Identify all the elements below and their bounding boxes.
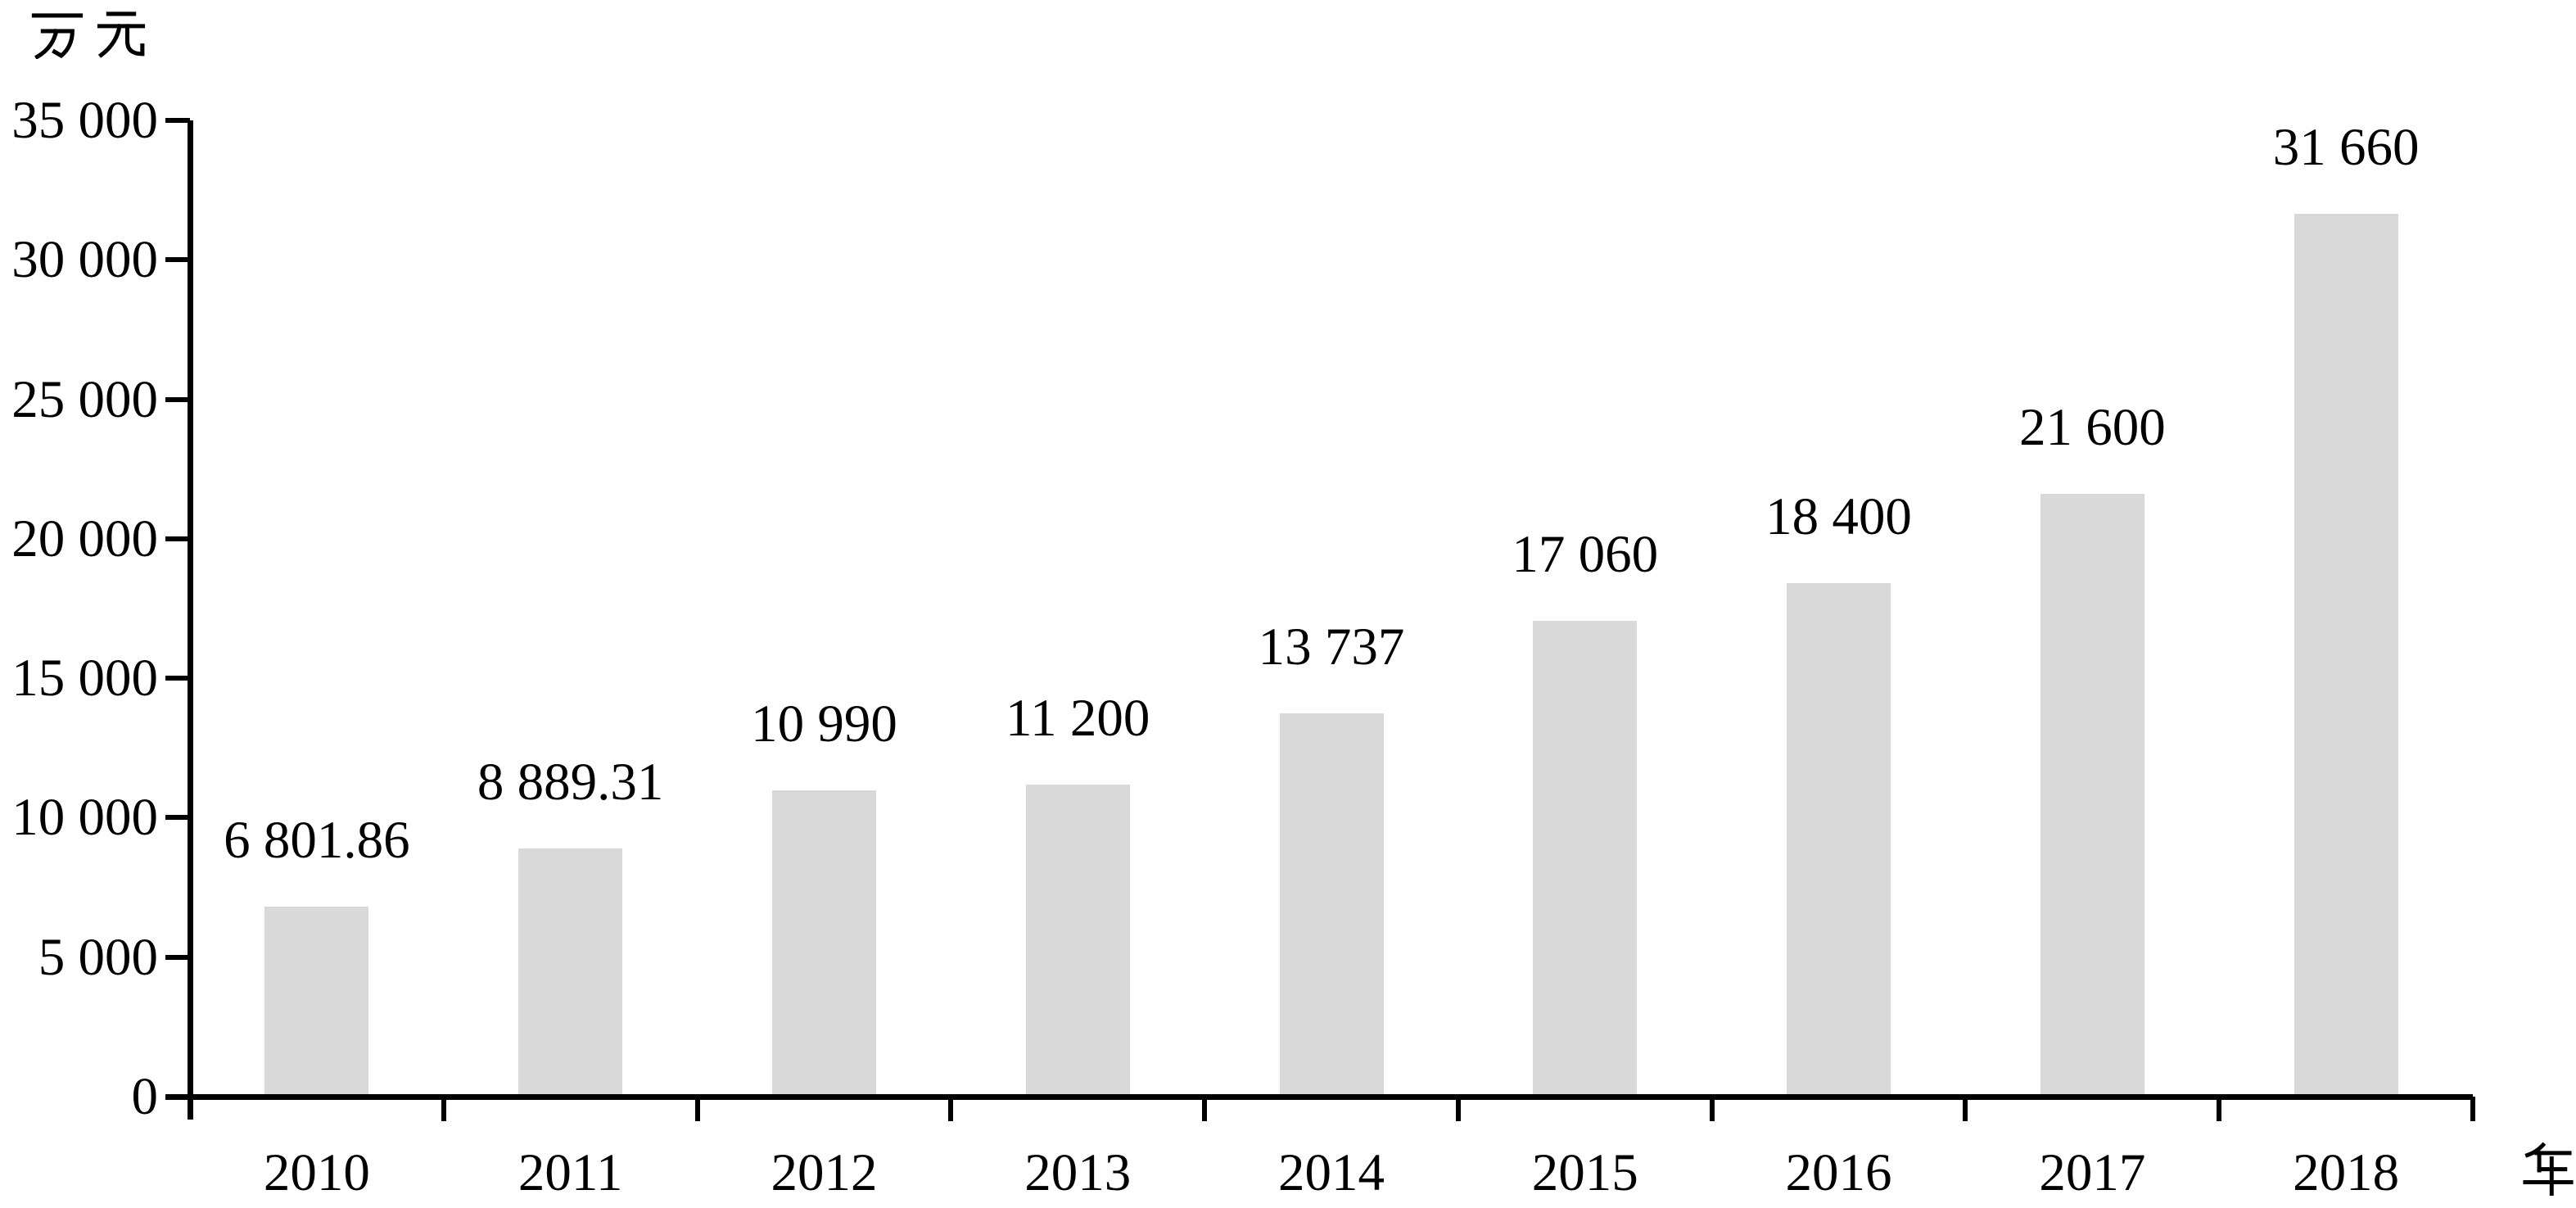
x-axis-tick-label: 2011 [517, 1143, 623, 1202]
y-axis-tick [165, 676, 190, 681]
y-axis-unit-label: 万元 [29, 3, 149, 59]
x-axis-tick-label: 2018 [2293, 1143, 2400, 1202]
bar-value-label: 21 600 [2018, 398, 2166, 458]
x-axis-tick [1963, 1097, 1968, 1121]
bar [1279, 713, 1384, 1097]
y-axis-tick-label: 20 000 [11, 509, 158, 568]
y-axis-tick [165, 815, 190, 821]
bar-value-label: 18 400 [1765, 487, 1912, 547]
x-axis-tick [694, 1097, 700, 1121]
x-axis-tick-label: 2017 [2039, 1143, 2146, 1202]
bar-value-label: 6 801.86 [224, 811, 410, 871]
y-axis-tick-label: 5 000 [38, 927, 158, 987]
bar [771, 789, 876, 1097]
x-axis-tick-label: 2014 [1278, 1143, 1385, 1202]
y-axis-tick [165, 257, 190, 263]
bar [518, 848, 623, 1097]
x-axis-tick [2470, 1097, 2475, 1121]
y-axis-tick [165, 954, 190, 960]
bar-value-label: 8 889.31 [477, 753, 664, 812]
y-axis-tick [165, 1094, 190, 1099]
x-axis-tick-label: 2016 [1785, 1143, 1892, 1202]
bar-value-label: 13 737 [1258, 618, 1405, 677]
x-axis-tick [1455, 1097, 1461, 1121]
x-axis-tick-label: 2015 [1531, 1143, 1638, 1202]
bar [1787, 583, 1891, 1097]
bar-value-label: 31 660 [2272, 117, 2420, 177]
y-axis-tick-label: 30 000 [11, 230, 158, 290]
bar-value-label: 11 200 [1006, 688, 1150, 748]
x-axis-line [165, 1093, 2473, 1100]
y-axis-line [187, 120, 193, 1120]
x-axis-tick [1709, 1097, 1715, 1121]
y-axis-tick-label: 0 [131, 1067, 159, 1126]
x-axis-tick [948, 1097, 954, 1121]
y-axis-tick-label: 25 000 [11, 369, 158, 429]
bar [2294, 213, 2398, 1097]
x-axis-tick [441, 1097, 446, 1121]
x-axis-tick [2217, 1097, 2222, 1121]
y-axis-tick [165, 118, 190, 123]
x-axis-tick-label: 2010 [263, 1143, 370, 1202]
bar [264, 907, 369, 1097]
x-axis-tick-label: 2013 [1024, 1143, 1132, 1202]
bar-value-label: 17 060 [1512, 524, 1659, 584]
bar [1533, 620, 1638, 1097]
y-axis-tick [165, 396, 190, 402]
bar [2040, 494, 2144, 1097]
y-axis-tick [165, 536, 190, 541]
x-axis-tick-label: 2012 [771, 1143, 878, 1202]
x-axis-unit-label: 年 [2520, 1142, 2574, 1196]
bar-value-label: 10 990 [751, 694, 897, 753]
y-axis-tick-label: 15 000 [11, 649, 158, 708]
cjk-glyph-nian [2523, 1142, 2574, 1196]
cjk-glyph-yuan [97, 11, 146, 58]
y-axis-tick-label: 35 000 [11, 91, 158, 150]
x-axis-tick [1202, 1097, 1208, 1121]
cjk-glyph-wan [31, 13, 84, 59]
y-axis-tick-label: 10 000 [11, 788, 158, 848]
bar [1025, 784, 1130, 1097]
